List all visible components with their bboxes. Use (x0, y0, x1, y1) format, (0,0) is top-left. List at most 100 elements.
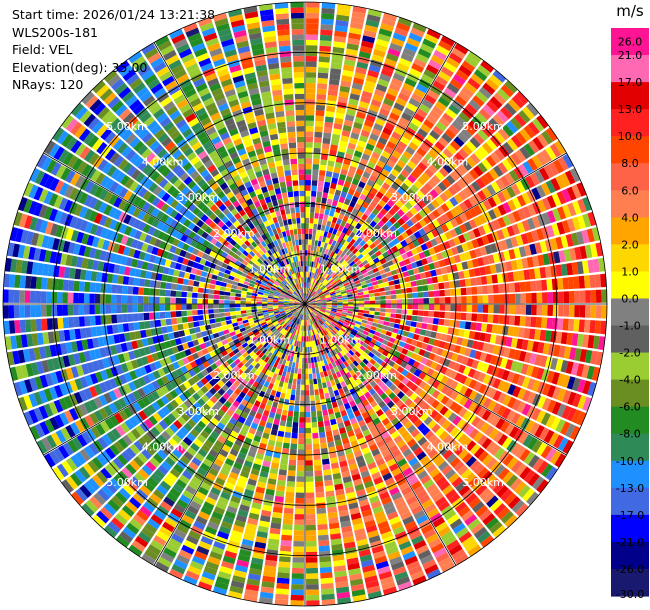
range-gate-bin (30, 319, 37, 332)
range-gate-bin (311, 180, 318, 186)
range-gate-bin (345, 328, 352, 334)
range-gate-bin (354, 333, 361, 339)
range-gate-bin (280, 540, 292, 547)
range-gate-bin (434, 297, 440, 304)
range-gate-bin (332, 266, 338, 272)
range-gate-bin (338, 225, 344, 232)
range-gate-bin (418, 251, 426, 260)
range-gate-bin (598, 257, 606, 272)
range-gate-bin (305, 131, 314, 137)
range-gate-bin (410, 374, 418, 383)
range-gate-bin (382, 339, 389, 346)
range-gate-bin (326, 105, 336, 113)
range-gate-bin (461, 261, 469, 270)
range-gate-bin (436, 206, 445, 216)
range-gate-bin (144, 321, 151, 329)
range-gate-bin (558, 345, 566, 358)
range-gate-bin (384, 290, 391, 296)
range-gate-bin (294, 400, 300, 407)
range-gate-bin (505, 359, 514, 370)
range-gate-bin (305, 228, 309, 234)
range-gate-bin (331, 133, 341, 141)
range-gate-bin (275, 593, 289, 601)
range-gate-bin (540, 412, 551, 426)
range-gate-bin (325, 308, 332, 311)
range-gate-bin (339, 258, 345, 264)
range-gate-bin (348, 188, 355, 196)
range-gate-bin (401, 112, 413, 122)
range-gate-bin (422, 138, 434, 149)
range-gate-bin (415, 53, 429, 64)
range-gate-bin (324, 291, 330, 296)
range-gate-bin (422, 374, 431, 383)
range-gate-bin (297, 454, 305, 461)
range-gate-bin (464, 251, 472, 261)
range-gate-bin (452, 182, 462, 193)
range-gate-bin (338, 196, 346, 204)
range-gate-bin (335, 269, 341, 275)
range-gate-bin (379, 247, 387, 254)
range-gate-bin (319, 556, 331, 563)
range-gate-bin (571, 184, 582, 199)
range-gate-bin (466, 358, 474, 368)
range-gate-bin (590, 350, 598, 365)
range-gate-bin (346, 243, 353, 250)
range-gate-bin (373, 344, 380, 351)
range-gate-bin (536, 185, 546, 198)
range-gate-bin (341, 293, 348, 296)
range-gate-bin (552, 386, 562, 400)
range-gate-bin (366, 239, 373, 246)
range-gate-bin (309, 277, 312, 284)
range-gate-bin (62, 317, 69, 329)
range-gate-bin (464, 82, 478, 94)
range-gate-bin (322, 219, 327, 226)
range-gate-bin (305, 158, 312, 164)
range-gate-bin (229, 307, 236, 312)
range-gate-bin (395, 313, 402, 319)
range-gate-bin (413, 180, 423, 190)
range-gate-bin (342, 301, 349, 304)
range-gate-bin (306, 34, 319, 41)
range-gate-bin (337, 305, 343, 308)
range-gate-bin (425, 192, 435, 202)
range-gate-bin (364, 300, 370, 304)
range-gate-bin (363, 339, 371, 345)
range-gate-bin (309, 255, 313, 262)
range-gate-bin (521, 192, 532, 205)
range-gate-bin (527, 121, 540, 136)
range-gate-bin (311, 239, 315, 246)
range-gate-bin (323, 242, 328, 249)
range-gate-bin (361, 319, 368, 324)
range-gate-bin (527, 204, 537, 217)
range-gate-bin (408, 256, 416, 263)
range-gate-bin (412, 267, 420, 275)
range-gate-bin (240, 307, 246, 311)
range-gate-bin (515, 362, 524, 374)
range-gate-bin (450, 296, 456, 304)
range-gate-bin (326, 306, 332, 309)
range-gate-bin (488, 117, 501, 130)
range-gate-bin (406, 188, 416, 197)
range-gate-bin (467, 368, 476, 378)
range-gate-bin (368, 250, 375, 257)
range-gate-bin (378, 320, 385, 325)
range-gate-bin (315, 115, 324, 122)
range-gate-bin (451, 352, 459, 362)
range-gate-bin (472, 295, 478, 304)
range-gate-bin (320, 577, 334, 584)
range-gate-bin (481, 409, 492, 421)
range-gate-bin (380, 131, 390, 141)
range-gate-bin (225, 316, 232, 321)
range-gate-bin (594, 320, 602, 334)
range-gate-bin (492, 284, 499, 294)
range-gate-bin (342, 306, 349, 309)
range-gate-bin (419, 272, 427, 279)
range-gate-bin (528, 454, 540, 468)
range-gate-bin (413, 347, 421, 354)
range-gate-bin (350, 254, 357, 261)
range-gate-bin (426, 28, 441, 40)
range-gate-bin (423, 264, 430, 272)
range-gate-bin (356, 198, 364, 206)
range-gate-bin (369, 307, 375, 312)
range-gate-bin (199, 325, 206, 332)
